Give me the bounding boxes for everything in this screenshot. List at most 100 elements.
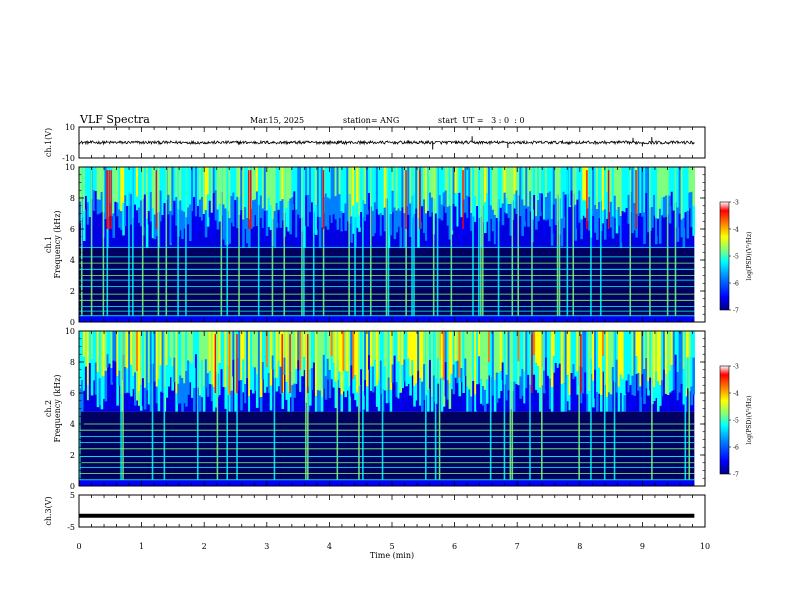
- spectrogram-cell: [252, 331, 255, 367]
- spectrogram-cell: [94, 167, 98, 192]
- station-label: station= ANG: [343, 116, 399, 125]
- ch1-waveform-panel: 10 -10 ch.1(V): [44, 123, 706, 163]
- spectrogram-cell: [509, 167, 513, 204]
- spectrogram-cell: [122, 203, 125, 236]
- baseline-band: [79, 316, 695, 322]
- spectrogram-cell: [584, 200, 587, 218]
- spectrogram-cell: [690, 386, 693, 406]
- sferic-streak: [301, 167, 303, 316]
- spectrogram-cell: [104, 370, 108, 402]
- spectrogram-cell: [588, 391, 591, 412]
- spectrogram-cell: [607, 331, 611, 393]
- spectrogram-cell: [617, 331, 621, 387]
- spectrogram-cell: [246, 378, 249, 404]
- spectrogram-cell: [621, 378, 625, 412]
- spectrogram-cell: [637, 373, 640, 391]
- spectrogram-cell: [291, 197, 294, 211]
- spectrogram-cell: [161, 331, 165, 393]
- spectrogram-cell: [430, 331, 434, 398]
- spectrogram-cell: [470, 213, 473, 231]
- spectrogram-cell: [139, 331, 143, 386]
- spectrogram-cell: [175, 167, 178, 198]
- colorbar-tick-label: -4: [733, 391, 739, 398]
- spectrogram-cell: [224, 387, 228, 409]
- spectrogram-cell: [283, 331, 287, 358]
- spectrogram-cell: [426, 167, 430, 211]
- spectrogram-cell: [503, 167, 507, 193]
- spectrogram-cell: [114, 201, 117, 216]
- spectrogram-cell: [460, 167, 463, 218]
- spectrogram-cell: [177, 383, 180, 404]
- intense-streak: [155, 170, 158, 229]
- spectrogram-cell: [599, 395, 603, 412]
- spectrogram-cell: [334, 381, 338, 409]
- spectrogram-cell: [635, 356, 638, 374]
- spectrogram-cell: [175, 331, 178, 394]
- sferic-streak: [226, 331, 229, 480]
- spectrogram-cell: [344, 203, 347, 231]
- spectrogram-cell: [147, 167, 151, 211]
- spectrogram-cell: [670, 331, 674, 366]
- sferic-streak: [497, 167, 500, 316]
- spectrogram-image: [79, 331, 695, 486]
- spectrogram-cell: [576, 331, 579, 372]
- sferic-streak: [132, 167, 134, 316]
- sferic-streak: [489, 331, 492, 480]
- spectrogram-cell: [261, 167, 265, 209]
- spectrogram-cell: [104, 167, 108, 220]
- spectrogram-cell: [90, 331, 94, 360]
- spectrogram-cell: [275, 167, 279, 204]
- spectrogram-cell: [625, 380, 629, 394]
- intense-streak: [322, 170, 325, 229]
- spectrogram-cell: [458, 377, 462, 397]
- spectrogram-cell: [574, 204, 577, 241]
- y-tick-label: -10: [62, 154, 75, 163]
- sferic-streak: [578, 331, 580, 480]
- spectrogram-cell: [594, 205, 597, 233]
- spectrogram-cell: [147, 383, 151, 405]
- spectrogram-cell: [588, 167, 591, 197]
- spectrogram-cell: [662, 167, 666, 198]
- sferic-streak: [305, 331, 307, 480]
- spectrogram-cell: [324, 376, 328, 400]
- spectrogram-cell: [472, 380, 475, 412]
- spectrogram-cell: [364, 380, 367, 396]
- spectrogram-cell: [112, 360, 115, 383]
- spectrogram-cell: [167, 331, 171, 357]
- spectrogram-cell: [261, 208, 265, 229]
- spectrogram-cell: [208, 331, 212, 372]
- spectrogram-cell: [440, 331, 444, 378]
- spectrogram-cell: [389, 390, 393, 412]
- spectrogram-cell: [584, 167, 587, 201]
- spectrogram-cell: [605, 191, 609, 219]
- spectrogram-cell: [137, 391, 141, 406]
- spectrogram-cell: [674, 331, 678, 355]
- spectrogram-cell: [265, 210, 269, 237]
- spectrogram-cell: [279, 201, 283, 228]
- spectrogram-cell: [98, 378, 102, 405]
- spectrogram-cell: [517, 331, 520, 362]
- spectrogram-cell: [672, 167, 676, 211]
- spectrogram-cell: [106, 331, 110, 355]
- spectrogram-cell: [393, 207, 397, 240]
- spectrogram-cell: [200, 197, 204, 221]
- y-tick-label: 10: [65, 163, 75, 172]
- spectrogram-cell: [336, 167, 340, 215]
- spectrogram-cell: [657, 381, 660, 412]
- spectrogram-cell: [383, 331, 387, 367]
- sferic-streak: [120, 331, 122, 480]
- spectrogram-cell: [267, 198, 271, 227]
- spectrogram-cell: [149, 192, 153, 222]
- spectrogram-cell: [134, 372, 137, 406]
- spectrogram-cell: [454, 193, 458, 207]
- spectrogram-cell: [206, 167, 210, 195]
- spectrogram-cell: [660, 380, 664, 397]
- spectrogram-cell: [599, 331, 603, 396]
- spectrogram-cell: [649, 377, 652, 391]
- spectrogram-cell: [423, 364, 426, 401]
- spectrogram-cell: [568, 395, 572, 411]
- spectrogram-cell: [633, 331, 636, 396]
- spectrogram-cell: [122, 167, 125, 204]
- spectrogram-cell: [497, 373, 501, 399]
- spectrogram-cell: [539, 387, 542, 412]
